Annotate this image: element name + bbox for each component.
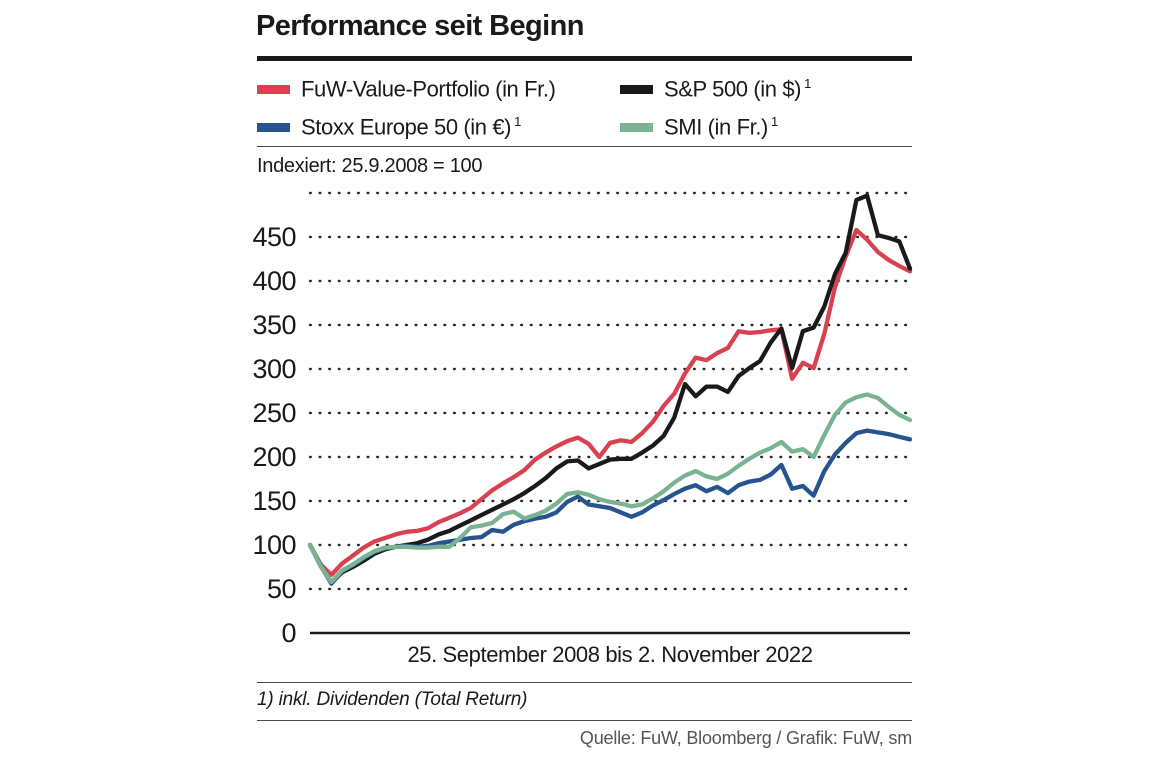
series-line-s-p-500-in (307, 193, 913, 585)
page-title: Performance seit Beginn (256, 10, 584, 42)
legend-item-sp500: S&P 500 (in $) 1 (620, 74, 811, 104)
y-tick-label: 400 (252, 266, 296, 296)
y-tick-label: 50 (267, 574, 296, 604)
y-tick-label: 0 (281, 618, 296, 648)
legend-label: S&P 500 (in $) 1 (664, 75, 811, 102)
index-note: Indexiert: 25.9.2008 = 100 (257, 155, 483, 177)
legend-swatch-green (620, 122, 653, 132)
legend-divider (257, 146, 912, 147)
legend-label: FuW-Value-Portfolio (in Fr.) (301, 76, 556, 102)
series-line-stoxx-europe-50-in (307, 428, 913, 586)
legend-item-stoxx-europe-50: Stoxx Europe 50 (in €) 1 (257, 112, 521, 142)
legend-label: Stoxx Europe 50 (in €) 1 (301, 113, 521, 140)
series-line-fuw-value-portfolio-in-fr (307, 227, 913, 578)
y-tick-label: 150 (252, 486, 296, 516)
x-axis-label: 25. September 2008 bis 2. November 2022 (407, 642, 813, 667)
y-tick-label: 350 (252, 310, 296, 340)
y-tick-label: 100 (252, 530, 296, 560)
legend-swatch-blue (257, 122, 290, 132)
y-tick-label: 200 (252, 442, 296, 472)
series-line-smi-in-fr (307, 392, 913, 585)
legend-label: SMI (in Fr.) 1 (664, 113, 778, 140)
y-tick-label: 250 (252, 398, 296, 428)
legend-item-fuw-value-portfolio: FuW-Value-Portfolio (in Fr.) (257, 74, 559, 104)
title-rule (257, 56, 912, 61)
footnote: 1) inkl. Dividenden (Total Return) (257, 689, 528, 710)
legend-item-smi: SMI (in Fr.) 1 (620, 112, 778, 142)
footnote-divider-top (257, 682, 912, 683)
y-tick-label: 450 (252, 222, 296, 252)
footnote-divider-bottom (257, 720, 912, 721)
legend-swatch-red (257, 84, 290, 94)
source-credit: Quelle: FuW, Bloomberg / Grafik: FuW, sm (579, 728, 912, 748)
y-tick-label: 300 (252, 354, 296, 384)
legend-swatch-black (620, 84, 653, 94)
